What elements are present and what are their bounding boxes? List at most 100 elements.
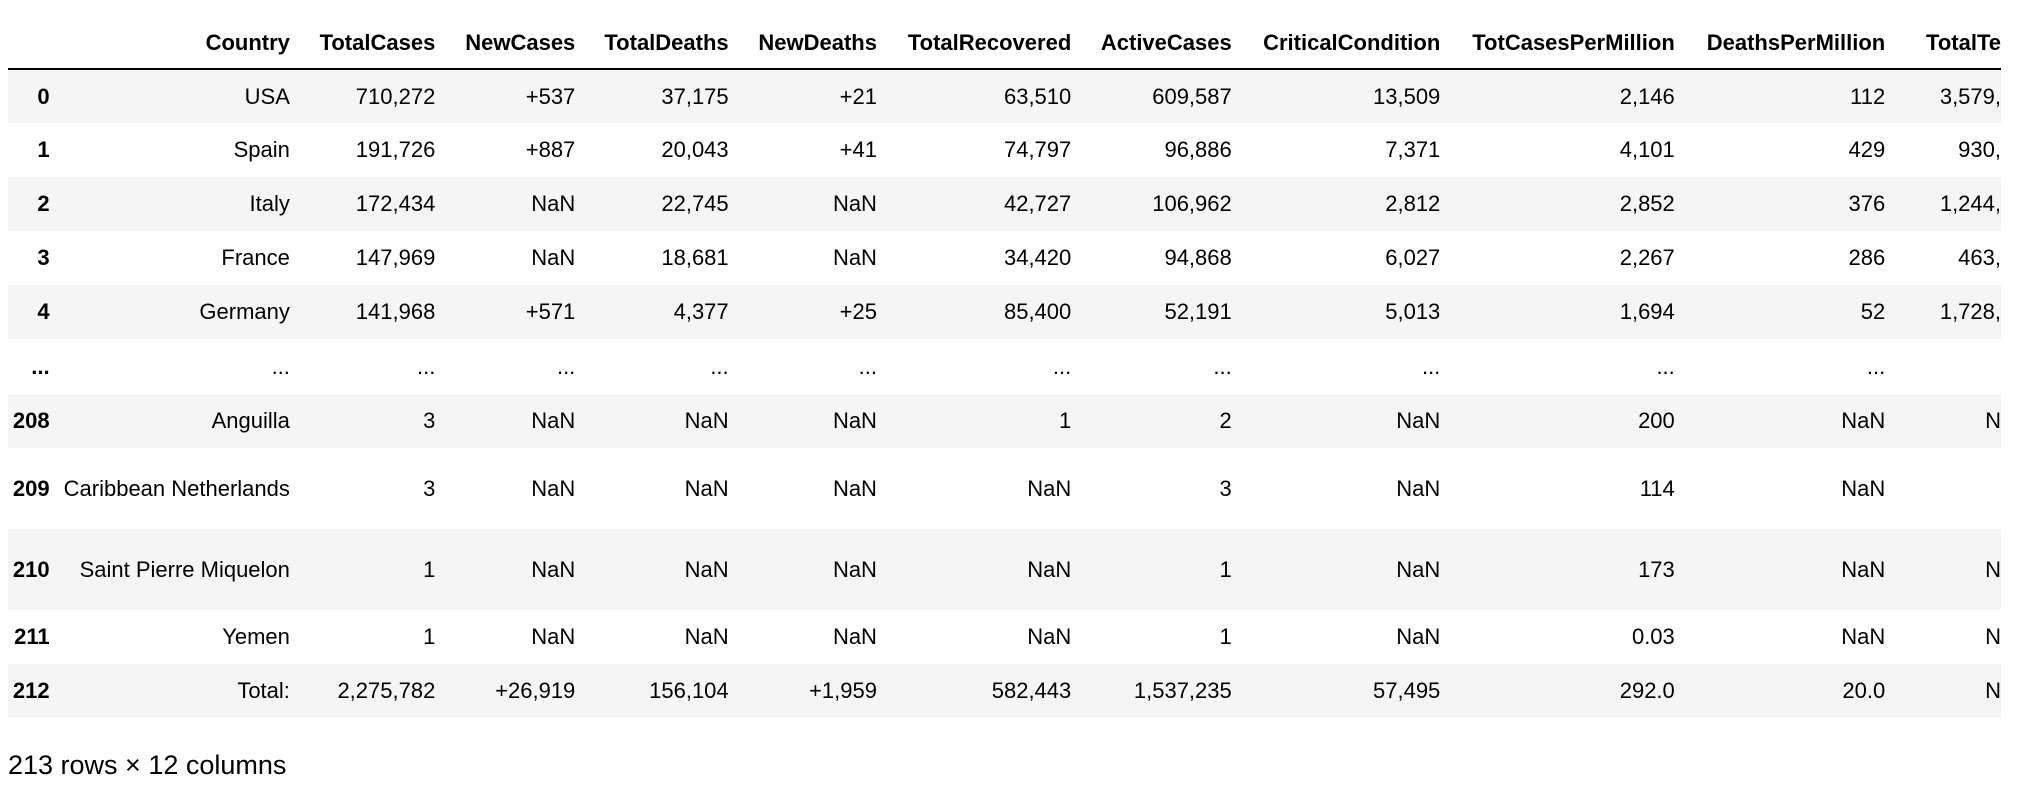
column-header: DeathsPerMillion: [1698, 18, 1910, 70]
table-cell: 930,: [1958, 137, 2001, 162]
table-cell: NaN: [531, 191, 576, 216]
table-cell: NaN: [1027, 556, 1072, 582]
table-cell: 1,728,: [1939, 299, 2001, 324]
table-cell: N: [1985, 678, 2001, 703]
column-header: NewCases: [459, 18, 600, 70]
table-cell: 1: [1219, 624, 1232, 649]
column-header: TotCasesPerMillion: [1464, 18, 1699, 70]
table-cell: 191,726: [355, 137, 436, 162]
column-header: CriticalCondition: [1255, 18, 1465, 70]
table-cell: NaN: [832, 624, 877, 649]
table-cell: ...: [858, 353, 877, 379]
table-row: 0 USA 710,272 +537 37,175 +21 63,510 609,587 13,…: [8, 69, 2001, 123]
table-cell: 106,962: [1152, 191, 1232, 216]
table-cell: NaN: [832, 191, 877, 216]
table-cell: 173: [1638, 556, 1675, 582]
table-cell: 1,537,235: [1133, 678, 1232, 703]
table-cell: 1: [423, 556, 436, 582]
table-cell: ...: [416, 353, 436, 379]
row-index: 4: [37, 299, 50, 324]
row-index: 208: [12, 408, 50, 433]
row-index: 0: [37, 83, 50, 109]
table-cell: NaN: [531, 245, 576, 270]
table-cell: 147,969: [355, 245, 436, 270]
table-cell: 463,: [1958, 245, 2001, 270]
column-header: NewDeaths: [752, 18, 901, 70]
country-cell: Anguilla: [211, 408, 290, 433]
column-header: Country: [63, 18, 314, 70]
table-cell: NaN: [832, 556, 877, 582]
table-cell: 114: [1639, 475, 1675, 501]
table-cell: 1: [423, 624, 436, 649]
country-cell: Spain: [233, 137, 290, 162]
row-index: 3: [37, 245, 50, 270]
table-cell: +41: [839, 137, 877, 162]
column-header: ActiveCases: [1095, 18, 1256, 70]
table-cell: 3,579,: [1939, 83, 2001, 109]
table-cell: ...: [1421, 353, 1441, 379]
dataframe-shape-summary: 213 rows × 12 columns: [8, 750, 287, 780]
table-cell: 710,272: [355, 83, 436, 109]
row-index: 212: [12, 678, 50, 703]
country-cell: France: [221, 245, 290, 270]
country-cell: Caribbean Netherlands: [63, 476, 290, 501]
table-cell: 609,587: [1152, 83, 1232, 109]
table-cell: 200: [1638, 408, 1675, 433]
table-cell: 156,104: [649, 678, 729, 703]
table-cell: 429: [1848, 137, 1886, 162]
table-cell: 63,510: [1003, 83, 1072, 109]
table-cell: 20,043: [661, 137, 729, 162]
table-row: 212 Total: 2,275,782 +26,919 156,104 +1,959 58…: [8, 664, 2001, 718]
country-cell: Total:: [237, 678, 290, 703]
table-cell: 292.0: [1619, 678, 1675, 703]
table-cell: NaN: [1027, 624, 1072, 649]
table-cell: 4,377: [673, 299, 729, 324]
table-cell: 582,443: [991, 678, 1072, 703]
table-cell: 172,434: [355, 191, 436, 216]
table-cell: 0.03: [1631, 624, 1675, 649]
table-cell: N: [1985, 408, 2001, 433]
table-cell: 2,146: [1619, 83, 1675, 109]
table-cell: NaN: [684, 475, 729, 501]
table-cell: +887: [525, 137, 576, 162]
table-row: 209 Caribbean Netherlands 3 NaN NaN NaN NaN 3 Na…: [8, 448, 2001, 529]
table-cell: NaN: [832, 408, 877, 433]
country-cell: USA: [244, 83, 290, 109]
table-cell: +537: [525, 83, 576, 109]
row-index: 209: [12, 475, 50, 501]
column-header: TotalDeaths: [599, 18, 753, 70]
table-cell: 57,495: [1373, 678, 1441, 703]
country-cell: Yemen: [222, 624, 290, 649]
table-cell: NaN: [832, 475, 877, 501]
table-cell: 3: [1219, 475, 1232, 501]
table-cell: NaN: [1841, 475, 1886, 501]
table-cell: 22,745: [661, 191, 729, 216]
table-cell: 2,275,782: [337, 678, 436, 703]
country-cell: Saint Pierre Miquelon: [79, 557, 290, 582]
table-cell: 85,400: [1003, 299, 1072, 324]
column-header: TotalTe: [1909, 18, 2001, 70]
table-body: 0 USA 710,272 +537 37,175 +21 63,510 609,587 13,…: [8, 69, 2001, 718]
table-cell: 376: [1848, 191, 1886, 216]
country-cell: Italy: [249, 191, 290, 216]
table-cell: 18,681: [661, 245, 729, 270]
table-cell: NaN: [1841, 408, 1886, 433]
table-cell: 2,812: [1385, 191, 1441, 216]
row-index: 1: [37, 137, 50, 162]
row-index: ...: [31, 353, 50, 379]
table-cell: 1,244,: [1939, 191, 2001, 216]
table-cell: ...: [1052, 353, 1072, 379]
table-row: 208 Anguilla 3 NaN NaN NaN 1 2 NaN 200 NaN N: [8, 394, 2001, 448]
table-row: 3 France 147,969 NaN 18,681 NaN 34,420 94,868 6,…: [8, 231, 2001, 285]
table-cell: 13,509: [1373, 83, 1441, 109]
row-index: 2: [37, 191, 50, 216]
table-cell: NaN: [832, 245, 877, 270]
dataframe-table: Country TotalCases NewCases TotalDeaths NewD…: [8, 18, 2001, 718]
table-cell: +26,919: [495, 678, 576, 703]
table-cell: 4,101: [1619, 137, 1675, 162]
dataframe-scroll-container[interactable]: Country TotalCases NewCases TotalDeaths NewD…: [8, 18, 2001, 718]
table-cell: 42,727: [1003, 191, 1072, 216]
table-cell: 1,694: [1619, 299, 1675, 324]
index-header: [8, 18, 64, 70]
table-cell: 2: [1219, 408, 1232, 433]
